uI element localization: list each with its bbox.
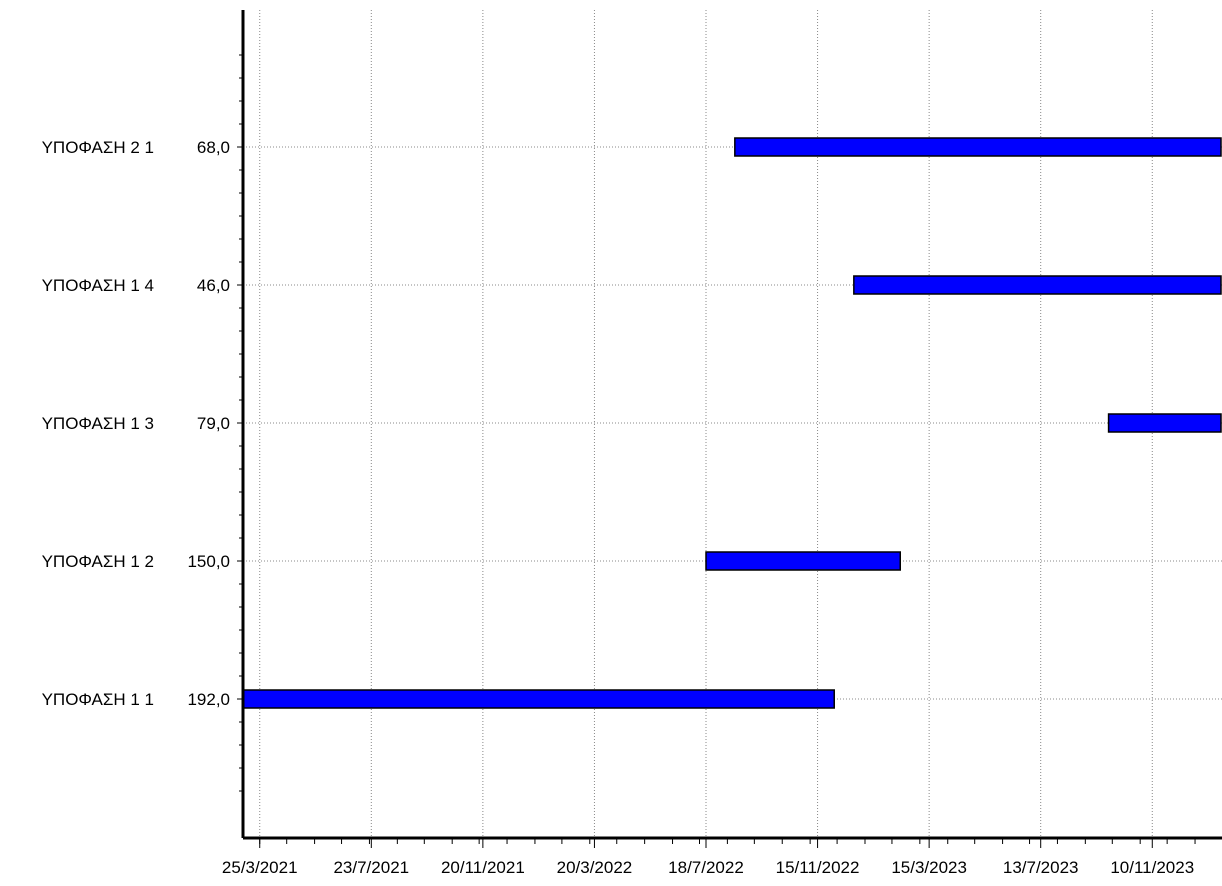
task-name-label: ΥΠΟΦΑΣΗ 2 1 xyxy=(42,138,154,157)
x-tick-label: 20/3/2022 xyxy=(557,858,633,877)
labels-layer: 25/3/2021 23/7/2021 20/11/2021 20/3/2022 18/… xyxy=(42,138,1195,877)
task-value-label: 192,0 xyxy=(187,690,230,709)
x-tick-label: 13/7/2023 xyxy=(1003,858,1079,877)
task-value-label: 46,0 xyxy=(197,276,230,295)
task-name-label: ΥΠΟΦΑΣΗ 1 2 xyxy=(42,552,154,571)
task-bar xyxy=(705,551,901,571)
task-bar xyxy=(853,275,1222,295)
task-name-label: ΥΠΟΦΑΣΗ 1 4 xyxy=(42,276,154,295)
x-tick-label: 23/7/2021 xyxy=(333,858,409,877)
x-tick-label: 25/3/2021 xyxy=(222,858,298,877)
grid-layer xyxy=(243,10,1222,838)
task-value-label: 68,0 xyxy=(197,138,230,157)
task-value-label: 79,0 xyxy=(197,414,230,433)
task-name-label: ΥΠΟΦΑΣΗ 1 3 xyxy=(42,414,154,433)
x-tick-label: 15/11/2022 xyxy=(776,858,860,877)
x-tick-label: 10/11/2023 xyxy=(1110,858,1194,877)
task-bar xyxy=(1107,413,1222,433)
x-tick-label: 15/3/2023 xyxy=(891,858,967,877)
axes-layer xyxy=(237,10,1222,848)
x-tick-label: 20/11/2021 xyxy=(441,858,525,877)
task-bar xyxy=(242,689,835,709)
x-tick-label: 18/7/2022 xyxy=(668,858,744,877)
task-name-label: ΥΠΟΦΑΣΗ 1 1 xyxy=(42,690,154,709)
task-bar xyxy=(734,137,1222,157)
task-value-label: 150,0 xyxy=(187,552,230,571)
